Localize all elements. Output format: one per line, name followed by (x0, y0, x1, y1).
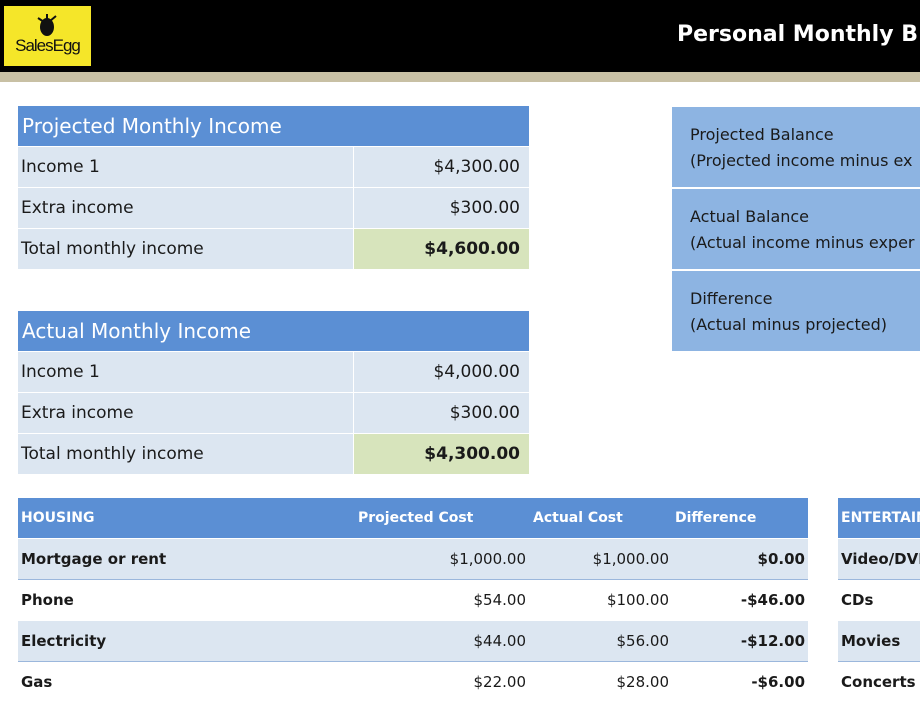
logo-text: SalesEgg (15, 36, 81, 55)
projected-income-title: Projected Monthly Income (18, 106, 529, 146)
balance-subtitle: (Actual income minus exper (690, 233, 915, 252)
projected-cost[interactable]: $44.00 (473, 632, 527, 650)
projected-cost[interactable]: $1,000.00 (449, 550, 526, 568)
table-row: Phone $54.00 $100.00 -$46.00 (18, 579, 808, 620)
income-label[interactable]: Extra income (18, 393, 354, 433)
table-row: Gas $22.00 $28.00 -$6.00 (18, 661, 808, 702)
income-value[interactable]: $300.00 (354, 393, 529, 433)
expense-name[interactable]: Concerts (838, 661, 920, 702)
cost-difference[interactable]: -$12.00 (740, 632, 805, 650)
col-header-housing: HOUSING (21, 510, 95, 526)
col-header-entertainment: ENTERTAIN (838, 498, 920, 538)
actual-cost[interactable]: $28.00 (616, 673, 670, 691)
table-row: Electricity $44.00 $56.00 -$12.00 (18, 620, 808, 661)
expense-name[interactable]: Mortgage or rent (21, 550, 167, 568)
cost-difference[interactable]: $0.00 (757, 550, 805, 568)
income-value[interactable]: $4,300.00 (354, 147, 529, 187)
balance-title: Difference (690, 289, 773, 308)
actual-cost[interactable]: $1,000.00 (592, 550, 669, 568)
col-header-projected: Projected Cost (358, 510, 474, 526)
balance-subtitle: (Actual minus projected) (690, 315, 887, 334)
income-value[interactable]: $4,000.00 (354, 352, 529, 392)
total-income-label[interactable]: Total monthly income (18, 229, 354, 269)
income-label[interactable]: Income 1 (18, 147, 354, 187)
page-title: Personal Monthly B (677, 22, 918, 47)
cost-difference[interactable]: -$6.00 (751, 673, 805, 691)
projected-cost[interactable]: $22.00 (473, 673, 527, 691)
actual-balance-box[interactable]: Actual Balance (Actual income minus expe… (672, 189, 920, 269)
balance-title: Actual Balance (690, 207, 810, 226)
actual-cost[interactable]: $56.00 (616, 632, 670, 650)
table-row: Extra income $300.00 (18, 392, 529, 433)
projected-cost[interactable]: $54.00 (473, 591, 527, 609)
balance-title: Projected Balance (690, 125, 834, 144)
difference-box[interactable]: Difference (Actual minus projected) (672, 271, 920, 351)
expense-name[interactable]: Movies (838, 620, 920, 661)
expense-name[interactable]: Video/DVD (838, 538, 920, 579)
expense-name[interactable]: Gas (21, 673, 53, 691)
col-header-difference: Difference (675, 510, 757, 526)
projected-balance-box[interactable]: Projected Balance (Projected income minu… (672, 107, 920, 187)
income-label[interactable]: Income 1 (18, 352, 354, 392)
income-value[interactable]: $300.00 (354, 188, 529, 228)
header-divider (0, 72, 920, 82)
table-row: Extra income $300.00 (18, 187, 529, 228)
actual-cost[interactable]: $100.00 (606, 591, 669, 609)
table-row: Income 1 $4,000.00 (18, 351, 529, 392)
table-row: Total monthly income $4,300.00 (18, 433, 529, 474)
col-header-actual: Actual Cost (533, 510, 623, 526)
table-row: Income 1 $4,300.00 (18, 146, 529, 187)
projected-income-table: Projected Monthly Income Income 1 $4,300… (18, 106, 529, 269)
actual-income-title: Actual Monthly Income (18, 311, 529, 351)
salesegg-logo: SalesEgg (4, 6, 91, 66)
total-income-value[interactable]: $4,600.00 (354, 229, 529, 269)
expense-name[interactable]: Phone (21, 591, 74, 609)
table-row: Mortgage or rent $1,000.00 $1,000.00 $0.… (18, 538, 808, 579)
header-bar (0, 0, 920, 72)
balance-subtitle: (Projected income minus ex (690, 151, 913, 170)
income-label[interactable]: Extra income (18, 188, 354, 228)
total-income-label[interactable]: Total monthly income (18, 434, 354, 474)
table-row: Total monthly income $4,600.00 (18, 228, 529, 269)
expense-name[interactable]: CDs (838, 579, 920, 620)
egg-icon (37, 14, 57, 36)
actual-income-table: Actual Monthly Income Income 1 $4,000.00… (18, 311, 529, 474)
entertainment-table: ENTERTAIN Video/DVD CDs Movies Concerts (838, 498, 920, 702)
cost-difference[interactable]: -$46.00 (740, 591, 805, 609)
total-income-value[interactable]: $4,300.00 (354, 434, 529, 474)
housing-header-row: HOUSING Projected Cost Actual Cost Diffe… (18, 498, 808, 538)
expense-name[interactable]: Electricity (21, 632, 107, 650)
housing-table: HOUSING Projected Cost Actual Cost Diffe… (18, 498, 808, 702)
